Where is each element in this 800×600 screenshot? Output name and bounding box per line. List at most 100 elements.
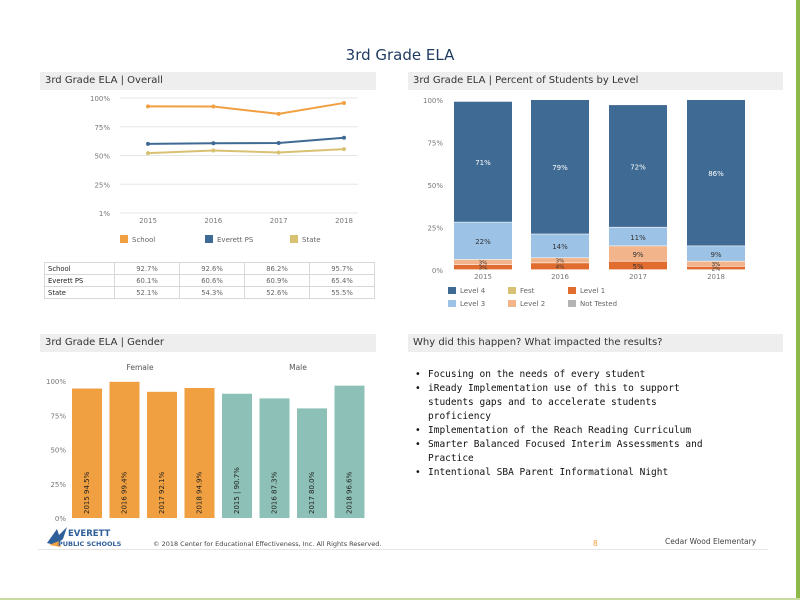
legend-swatch — [120, 235, 128, 243]
bar-segment — [531, 263, 589, 270]
data-point — [146, 141, 150, 146]
bar-data-label: 79% — [552, 164, 568, 172]
table-row: Everett PS 60.1% 60.6% 60.9% 65.4% — [44, 274, 375, 287]
bar-segment — [687, 100, 745, 246]
data-point — [342, 100, 346, 105]
bar-data-label: 22% — [475, 238, 491, 246]
table-cell: 55.5% — [309, 286, 375, 299]
page-title: 3rd Grade ELA — [345, 46, 455, 64]
y-tick-label: 75% — [50, 412, 66, 420]
x-tick-label: 2015 — [474, 273, 492, 281]
y-tick-label: 0% — [55, 515, 66, 523]
why-list: Focusing on the needs of every studentiR… — [413, 368, 713, 480]
bar-segment — [609, 261, 667, 270]
list-item: Implementation of the Reach Reading Curr… — [413, 424, 713, 438]
data-point — [342, 135, 346, 140]
y-tick-label: 25% — [427, 225, 443, 233]
legend-label: Level 3 — [460, 300, 485, 308]
data-point — [146, 151, 150, 156]
bar-segment — [609, 227, 667, 246]
legend-label: Level 2 — [520, 300, 545, 308]
x-tick-label: 2017 — [629, 273, 647, 281]
x-tick-label: 2018 — [707, 273, 725, 281]
bar-data-label: 5% — [632, 263, 643, 271]
right-edge-accent — [796, 0, 800, 600]
bar-data-label: 14% — [552, 243, 568, 251]
gender-bar — [72, 388, 102, 518]
bar-segment — [609, 105, 667, 227]
bar-data-label: 3% — [556, 259, 565, 265]
bar-segment — [531, 234, 589, 258]
list-item: Intentional SBA Parent Informational Nig… — [413, 466, 713, 480]
logo-line1: EVERETT — [68, 529, 111, 539]
table-cell: 60.1% — [114, 274, 180, 287]
bar-segment — [454, 264, 512, 270]
bar-data-label: 3% — [479, 265, 488, 271]
y-tick-label: 50% — [94, 153, 110, 161]
data-point — [211, 104, 216, 109]
bar-data-label: 2018 96.6% — [346, 471, 354, 514]
series-line — [147, 136, 345, 145]
y-tick-label: 75% — [94, 124, 110, 132]
gender-panel-title: 3rd Grade ELA | Gender — [40, 334, 376, 352]
bar-data-label: 2015 94.5% — [83, 471, 91, 514]
gender-bar — [297, 408, 327, 518]
bar-data-label: 11% — [630, 234, 646, 242]
bar-segment — [454, 259, 512, 265]
bar-segment — [687, 261, 745, 266]
bar-data-label: 3% — [479, 260, 488, 266]
gender-bar — [334, 385, 365, 518]
bottom-edge-accent — [0, 598, 800, 600]
page-number: 8 — [593, 539, 598, 548]
legend-label: Fest — [520, 287, 535, 295]
logo-line2: PUBLIC SCHOOLS — [58, 540, 122, 548]
y-tick-label: 100% — [46, 378, 66, 386]
table-cell: 92.6% — [179, 262, 245, 275]
legend-swatch — [568, 300, 576, 307]
data-point — [276, 140, 281, 145]
legend-swatch — [508, 287, 516, 294]
legend-swatch — [290, 235, 298, 243]
row-header: State — [44, 286, 115, 299]
overall-line-chart: 100% 75% 50% 25% 1% 2015 2016 2017 2018 School Eve… — [90, 95, 358, 244]
bar-segment — [531, 258, 589, 263]
y-tick-label: 50% — [427, 182, 443, 190]
x-tick-label: 2015 — [139, 217, 157, 225]
table-cell: 95.7% — [309, 262, 375, 275]
levels-stacked-bar-chart: 100%75%50%25%0% 3%3%22%71%20154%3%14%79%2… — [423, 97, 745, 308]
data-point — [146, 104, 150, 109]
table-cell: 52.1% — [114, 286, 180, 299]
legend-label: Everett PS — [217, 236, 254, 244]
table-cell: 54.3% — [179, 286, 245, 299]
bar-data-label: 2018 94.9% — [196, 471, 204, 514]
bar-data-label: 2017 80.0% — [308, 471, 316, 514]
bar-data-label: 9% — [710, 251, 721, 259]
table-cell: 60.9% — [244, 274, 310, 287]
legend-label: Level 4 — [460, 287, 486, 295]
levels-panel-title: 3rd Grade ELA | Percent of Students by L… — [408, 72, 783, 90]
legend-label: State — [302, 236, 321, 244]
x-tick-label: 2016 — [204, 217, 222, 225]
gender-bar — [109, 381, 140, 518]
table-cell: 52.6% — [244, 286, 310, 299]
x-tick-label: 2017 — [270, 217, 288, 225]
x-tick-label: 2016 — [551, 273, 569, 281]
bar-data-label: 2016 99.4% — [121, 471, 129, 514]
everett-logo: EVERETT PUBLIC SCHOOLS — [47, 527, 122, 548]
series-line — [147, 101, 345, 115]
y-tick-label: 75% — [427, 140, 443, 148]
gender-bar — [259, 398, 290, 518]
copyright-text: © 2018 Center for Educational Effectiven… — [153, 540, 382, 548]
legend-label: Not Tested — [580, 300, 617, 308]
why-panel-title: Why did this happen? What impacted the r… — [408, 334, 783, 352]
bar-segment — [531, 100, 589, 234]
legend-label: Level 1 — [580, 287, 605, 295]
gender-bar — [222, 393, 252, 518]
footer-divider — [38, 549, 768, 550]
y-tick-label: 25% — [50, 481, 66, 489]
data-point — [211, 141, 216, 146]
gender-bar-chart: 100% 75% 50% 25% 0% Female Male 2015 94.5% 2016 … — [46, 363, 365, 523]
y-tick-label: 100% — [90, 95, 110, 103]
bar-segment — [454, 101, 512, 222]
